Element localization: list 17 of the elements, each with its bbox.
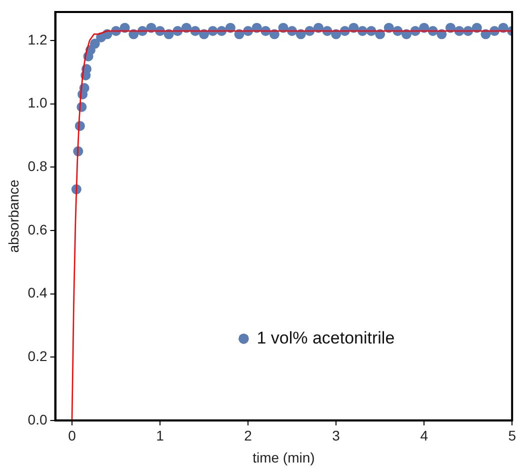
y-axis-title: absorbance bbox=[5, 179, 22, 253]
y-tick-label: 0.4 bbox=[28, 284, 48, 301]
x-tick-label: 2 bbox=[244, 428, 252, 444]
point bbox=[90, 38, 100, 49]
y-tick-label: 1.0 bbox=[28, 94, 48, 111]
y-tick-label: 0.8 bbox=[28, 158, 48, 174]
x-tick-label: 4 bbox=[420, 428, 428, 444]
x-tick-label: 1 bbox=[156, 428, 164, 444]
x-tick-label: 3 bbox=[332, 428, 340, 444]
x-axis-title: time (min) bbox=[252, 449, 315, 466]
y-tick-label: 0.2 bbox=[28, 348, 48, 364]
y-tick-label: 0.6 bbox=[28, 221, 48, 238]
x-tick-label: 0 bbox=[68, 428, 76, 444]
y-tick-label: 0.0 bbox=[28, 411, 48, 428]
y-tick-label: 1.2 bbox=[28, 31, 48, 48]
legend-label: 1 vol% acetonitrile bbox=[256, 328, 395, 348]
x-tick-label: 5 bbox=[508, 428, 516, 444]
